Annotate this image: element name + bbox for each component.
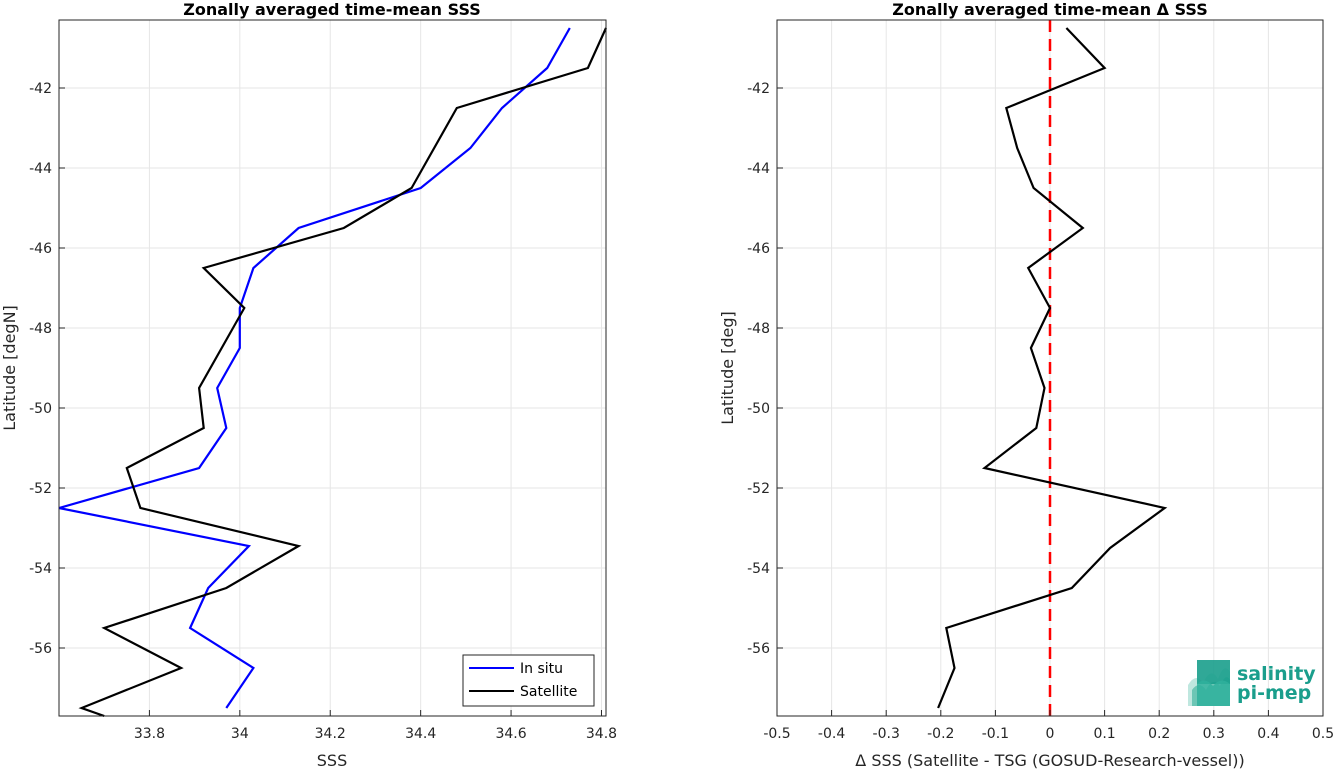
- left-y-tick-label: -50: [29, 401, 52, 417]
- right-series-group: [937, 27, 1168, 709]
- left-x-axis-label: SSS: [317, 751, 347, 769]
- left-x-tick-label: 34: [231, 726, 249, 742]
- left-x-tick-label: 34.2: [315, 726, 346, 742]
- left-y-tick-label: -56: [29, 641, 52, 657]
- right-y-axis-label: Latitude [deg]: [718, 311, 737, 425]
- right-series-series-0-line: [937, 27, 1168, 709]
- left-chart-title: Zonally averaged time-mean SSS: [183, 0, 481, 19]
- right-x-tick-label: -0.3: [873, 726, 900, 742]
- left-y-tick-label: -46: [29, 241, 52, 257]
- right-ticks: -0.5 -0.4 -0.3 -0.2 -0.1 0 0.1 0.2 0.3 0.4 0.5 -42 -…: [747, 81, 1334, 742]
- right-x-tick-label: -0.5: [763, 726, 790, 742]
- left-series-group: [58, 27, 608, 718]
- right-x-tick-label: 0.2: [1148, 726, 1170, 742]
- right-x-tick-label: -0.1: [982, 726, 1009, 742]
- left-y-tick-label: -42: [29, 81, 52, 97]
- right-y-tick-label: -42: [747, 81, 770, 97]
- left-y-tick-label: -52: [29, 481, 52, 497]
- right-y-tick-label: -48: [747, 321, 770, 337]
- left-x-tick-label: 34.4: [405, 726, 436, 742]
- right-y-tick-label: -56: [747, 641, 770, 657]
- left-y-tick-label: -54: [29, 561, 52, 577]
- salinity-pi-mep-logo: salinity pi-mep: [1188, 660, 1316, 706]
- left-plot-frame: [58, 19, 607, 717]
- right-y-tick-label: -44: [747, 161, 770, 177]
- left-ticks: 33.8 34 34.2 34.4 34.6 34.8 -42 -44 -46 -48 -50 -52…: [29, 81, 617, 742]
- right-chart-title: Zonally averaged time-mean Δ SSS: [892, 0, 1208, 19]
- logo-text-salinity: salinity: [1237, 663, 1316, 685]
- logo-text-pi-mep: pi-mep: [1237, 682, 1311, 704]
- left-grid: [59, 20, 606, 716]
- legend: In situ Satellite: [462, 654, 595, 707]
- right-x-tick-label: 0.1: [1093, 726, 1115, 742]
- right-x-tick-label: 0: [1046, 726, 1055, 742]
- right-x-axis-label: Δ SSS (Satellite - TSG (GOSUD-Research-v…: [855, 751, 1244, 769]
- left-plot-area: [59, 20, 606, 716]
- right-y-tick-label: -50: [747, 401, 770, 417]
- right-y-tick-label: -54: [747, 561, 770, 577]
- left-chart-panel: 33.8 34 34.2 34.4 34.6 34.8 -42 -44 -46 -48 -50 -52…: [0, 0, 617, 769]
- legend-label-in-situ: In situ: [520, 661, 563, 677]
- left-x-tick-label: 34.8: [586, 726, 617, 742]
- right-y-tick-label: -52: [747, 481, 770, 497]
- legend-label-satellite: Satellite: [520, 684, 577, 700]
- legend-box: [462, 654, 595, 707]
- right-chart-panel: -0.5 -0.4 -0.3 -0.2 -0.1 0 0.1 0.2 0.3 0.4 0.5 -42 -…: [718, 0, 1334, 769]
- right-x-tick-label: 0.3: [1203, 726, 1225, 742]
- left-x-tick-label: 33.8: [134, 726, 165, 742]
- left-y-tick-label: -44: [29, 161, 52, 177]
- left-y-axis-label: Latitude [degN]: [0, 305, 19, 431]
- right-x-tick-label: -0.4: [818, 726, 845, 742]
- logo-wave-icon: [1188, 660, 1230, 706]
- left-series-satellite-line: [78, 27, 608, 718]
- right-x-tick-label: 0.4: [1257, 726, 1279, 742]
- right-x-tick-label: -0.2: [927, 726, 954, 742]
- left-x-tick-label: 34.6: [495, 726, 526, 742]
- right-y-tick-label: -46: [747, 241, 770, 257]
- left-y-tick-label: -48: [29, 321, 52, 337]
- right-x-tick-label: 0.5: [1312, 726, 1334, 742]
